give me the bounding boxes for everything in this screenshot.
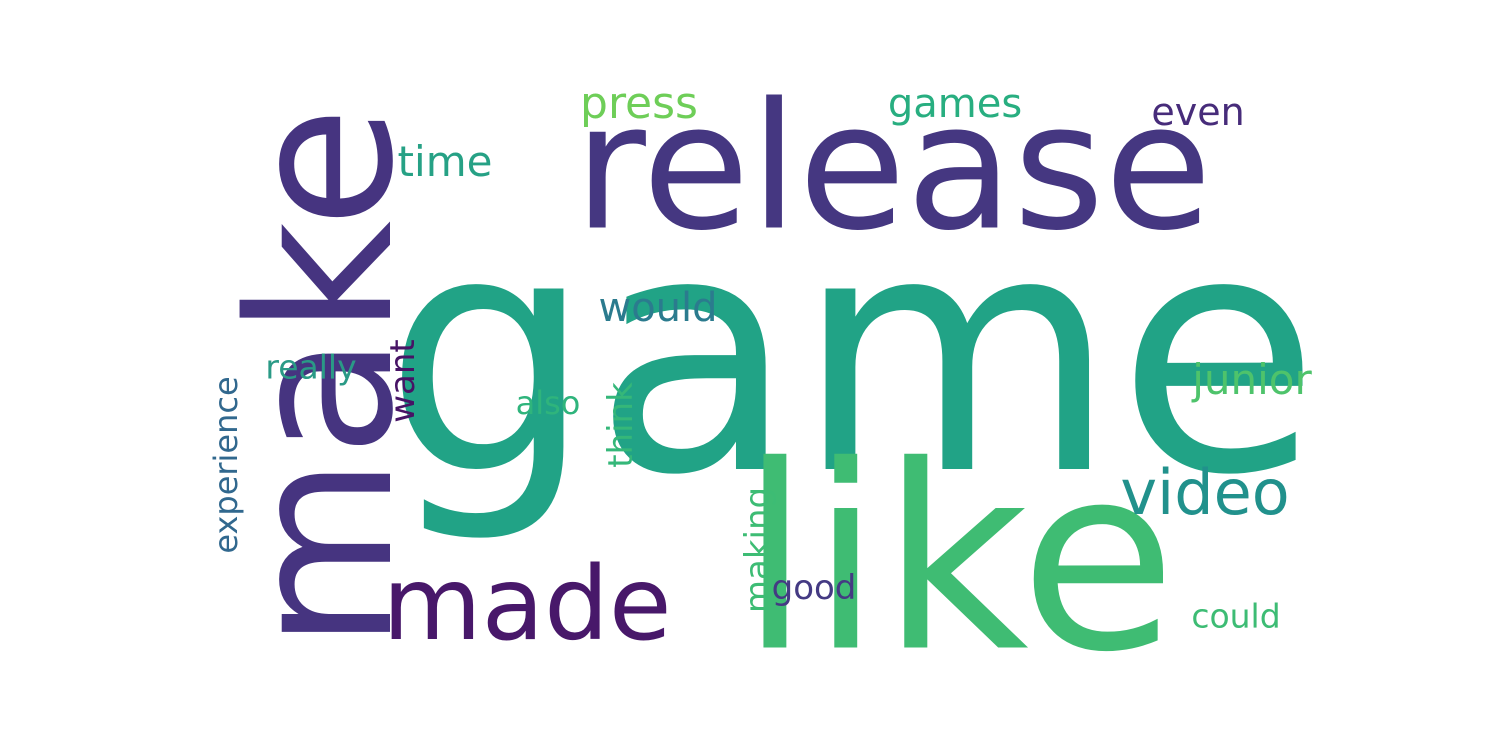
word-junior: junior [1192, 355, 1312, 404]
word-made: made [382, 545, 672, 664]
word-think: think [601, 382, 641, 468]
word-press: press [580, 78, 698, 129]
word-video: video [1120, 456, 1290, 529]
word-games: games [887, 81, 1023, 127]
word-even: even [1151, 90, 1245, 134]
word-would: would [598, 285, 718, 331]
word-want: want [383, 339, 423, 423]
word-really: really [265, 347, 357, 387]
word-like: like [739, 411, 1177, 709]
word-good: good [771, 568, 857, 608]
word-experience: experience [207, 376, 245, 554]
word-also: also [515, 384, 581, 422]
word-making: making [738, 486, 778, 614]
word-could: could [1191, 596, 1281, 636]
word-game: game [383, 163, 1321, 547]
word-release: release [573, 66, 1213, 270]
word-time: time [397, 137, 493, 186]
